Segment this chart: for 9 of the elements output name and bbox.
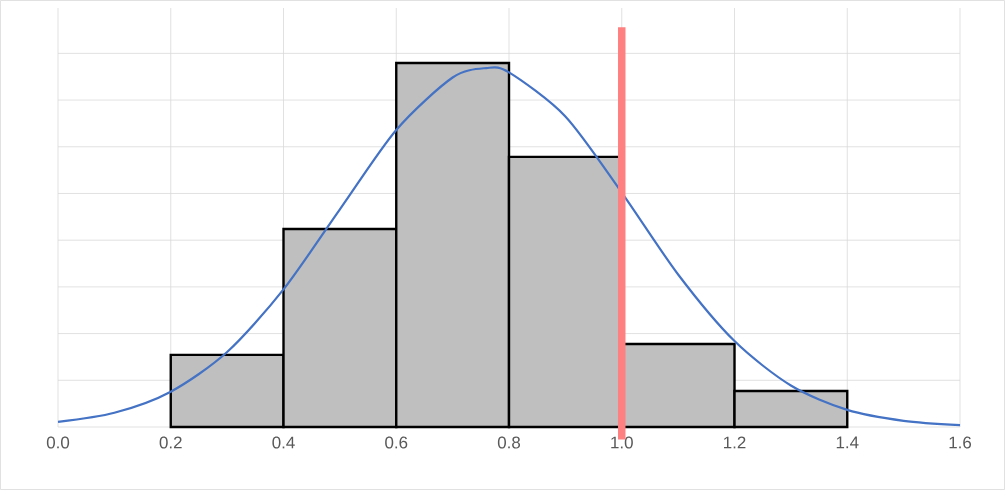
x-tick-label: 0.4 [272, 436, 295, 449]
x-tick-label: 0.2 [159, 436, 182, 449]
x-tick-label: 1.0 [611, 436, 633, 449]
x-tick-label: 0.0 [46, 436, 70, 449]
x-tick-label: 0.8 [497, 436, 521, 449]
x-tick-label: 0.6 [385, 436, 408, 449]
x-tick-label: 1.6 [949, 436, 972, 449]
x-tick-label: 1.2 [724, 436, 746, 449]
x-tick-label: 1.4 [836, 436, 859, 449]
